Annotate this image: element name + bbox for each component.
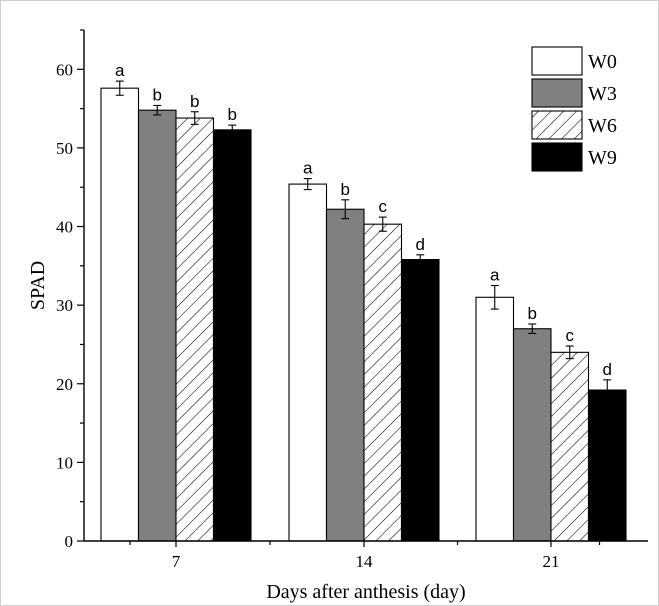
sig-letter-W0-day-7: a xyxy=(115,61,125,80)
bar-W6-day-7 xyxy=(175,117,215,542)
bar-W9-day-7 xyxy=(212,129,252,542)
axes-group: 0 10 20 30 40 50 60 7 14 21 xyxy=(56,29,648,571)
legend-swatch-W0 xyxy=(531,46,583,76)
bar-W9-day-21 xyxy=(587,389,627,542)
sig-letter-W9-day-21: d xyxy=(603,360,612,379)
x-tick-label-21: 21 xyxy=(543,552,560,571)
legend: W0 W3 W6 W9 xyxy=(531,46,617,172)
y-tick-label-50: 50 xyxy=(56,139,73,158)
bar-W0-day-21 xyxy=(475,296,515,542)
bar-W9-day-14 xyxy=(400,259,440,542)
sig-letter-W6-day-21: c xyxy=(566,326,575,345)
legend-swatch-W6 xyxy=(531,110,583,140)
bar-W3-day-14 xyxy=(325,208,365,542)
y-tick-label-60: 60 xyxy=(56,60,73,79)
y-tick-label-20: 20 xyxy=(56,375,73,394)
y-tick-label-10: 10 xyxy=(56,453,73,472)
bar-W3-day-7 xyxy=(137,109,177,542)
legend-label-W3: W3 xyxy=(588,83,617,105)
sig-letter-W3-day-21: b xyxy=(528,304,537,323)
y-axis-title: SPAD xyxy=(27,261,49,310)
sig-letter-W9-day-14: d xyxy=(416,235,425,254)
legend-swatch-W9 xyxy=(531,142,583,172)
legend-swatch-W3 xyxy=(531,78,583,108)
x-axis-title: Days after anthesis (day) xyxy=(266,581,465,603)
sig-letter-W3-day-7: b xyxy=(153,85,162,104)
y-tick-label-40: 40 xyxy=(56,218,73,237)
bar-W0-day-14 xyxy=(288,183,328,542)
sig-letter-W0-day-14: a xyxy=(303,159,313,178)
sig-letter-W6-day-7: b xyxy=(190,92,199,111)
x-tick-label-7: 7 xyxy=(172,552,181,571)
bar-W6-day-14 xyxy=(363,223,403,542)
legend-label-W0: W0 xyxy=(588,51,617,73)
sig-letter-W6-day-14: c xyxy=(379,197,388,216)
bar-W6-day-21 xyxy=(550,351,590,542)
legend-label-W9: W9 xyxy=(588,147,617,169)
y-tick-label-30: 30 xyxy=(56,296,73,315)
bars-group: a b b b a b c d a b c d xyxy=(100,61,627,542)
x-tick-label-14: 14 xyxy=(356,552,374,571)
legend-label-W6: W6 xyxy=(588,115,617,137)
sig-letter-W0-day-21: a xyxy=(490,266,500,285)
sig-letter-W9-day-7: b xyxy=(228,105,237,124)
bar-W3-day-21 xyxy=(512,328,552,542)
y-tick-label-0: 0 xyxy=(65,532,74,551)
sig-letter-W3-day-14: b xyxy=(341,180,350,199)
bar-W0-day-7 xyxy=(100,87,140,542)
